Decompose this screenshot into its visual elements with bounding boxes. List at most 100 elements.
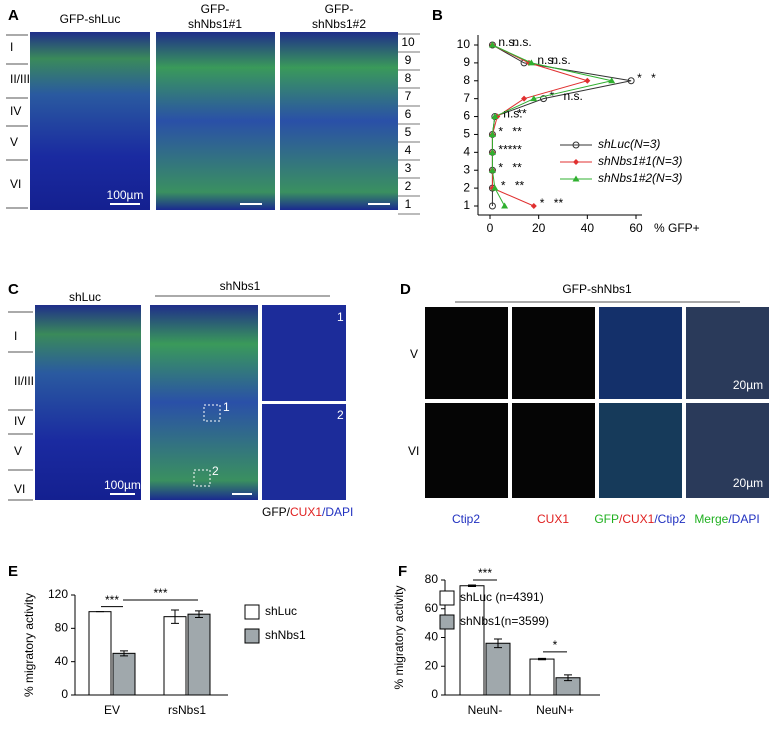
- error-bar: [564, 674, 572, 682]
- legend-label: shLuc: [265, 604, 297, 618]
- significance-label: **: [517, 107, 527, 121]
- panel-label: D: [400, 281, 411, 298]
- row-label: VI: [408, 444, 419, 458]
- x-tick-label: 0: [487, 221, 494, 235]
- scale-bar-label: 20µm: [733, 378, 763, 392]
- significance-label: ***: [105, 593, 119, 607]
- layer-label: V: [10, 135, 18, 149]
- significance-label: *: [498, 125, 503, 139]
- y-tick-label: 8: [463, 73, 470, 87]
- inset-label: 2: [337, 408, 344, 422]
- column-label: GFP/CUX1/Ctip2: [594, 512, 686, 526]
- significance-label: *: [651, 71, 656, 85]
- layer-label: I: [14, 329, 17, 343]
- image-title: shLuc: [69, 290, 101, 304]
- column-label: Ctip2: [452, 512, 480, 526]
- bar: [163, 616, 187, 696]
- significance-label: n.s.: [498, 35, 517, 49]
- y-tick-label: 40: [425, 630, 439, 644]
- image-title: GFP-shLuc: [60, 12, 121, 26]
- x-tick-label: rsNbs1: [168, 703, 206, 717]
- bin-label: 4: [405, 143, 412, 157]
- image-title: shNbs1#2: [312, 17, 366, 31]
- error-bar: [120, 650, 128, 657]
- y-tick-label: 40: [55, 654, 69, 668]
- image: [35, 305, 141, 500]
- significance-label: **: [554, 196, 564, 210]
- marker: [584, 77, 591, 84]
- column-label-part: /DAPI: [728, 512, 759, 526]
- marker: [488, 41, 496, 48]
- panel-a-images: [30, 32, 398, 210]
- layer-label: IV: [14, 414, 25, 428]
- x-tick-label: 60: [629, 221, 643, 235]
- inset-label: 1: [337, 310, 344, 324]
- error-bar: [468, 584, 476, 587]
- panel-title: GFP-shNbs1: [562, 282, 632, 296]
- image-title: shNbs1: [220, 279, 261, 293]
- column-label: CUX1: [537, 512, 569, 526]
- layer-label: II/III: [10, 72, 30, 86]
- y-tick-label: 0: [431, 687, 438, 701]
- significance-label: n.s.: [537, 53, 556, 67]
- marker: [527, 59, 535, 66]
- marker: [491, 184, 499, 191]
- column-label-part: CUX1: [537, 512, 569, 526]
- image-title: GFP-: [325, 2, 354, 16]
- inset-box: [203, 404, 221, 422]
- significance-label: n.s.: [551, 53, 570, 67]
- y-tick-label: 9: [463, 55, 470, 69]
- y-tick-label: 6: [463, 109, 470, 123]
- marker: [488, 148, 496, 155]
- significance-label: *: [637, 71, 642, 85]
- layer-label: V: [14, 444, 22, 458]
- marker: [488, 130, 496, 137]
- inset-box: [193, 469, 211, 487]
- image-title: GFP-: [201, 2, 230, 16]
- significance-label: ***: [478, 566, 492, 580]
- bin-label: 8: [405, 71, 412, 85]
- y-tick-label: 3: [463, 162, 470, 176]
- significance-label: ***: [153, 586, 167, 600]
- bin-label: 1: [405, 197, 412, 211]
- marker: [521, 95, 528, 102]
- legend-label: shNbs1#1(N=3): [598, 154, 682, 168]
- image: [150, 305, 258, 500]
- inset-marker: 1: [223, 400, 230, 414]
- scale-bar-label: 100µm: [107, 188, 144, 202]
- significance-label: **: [512, 160, 522, 174]
- significance-label: **: [512, 125, 522, 139]
- y-tick-label: 20: [425, 658, 439, 672]
- bar: [529, 658, 555, 696]
- y-axis-label: % migratory activity: [22, 593, 36, 697]
- scale-bar-label: 100µm: [104, 478, 141, 492]
- significance-label: **: [515, 178, 525, 192]
- error-bar: [538, 657, 546, 661]
- x-tick-label: 40: [581, 221, 595, 235]
- error-bar: [171, 609, 179, 624]
- legend-label: shLuc (n=4391): [460, 590, 544, 604]
- x-tick-label: NeuN-: [468, 703, 503, 717]
- layer-label: I: [10, 40, 13, 54]
- y-tick-label: 5: [463, 127, 470, 141]
- column-label-part: Merge: [694, 512, 728, 526]
- inset-marker: 2: [212, 464, 219, 478]
- significance-label: *: [498, 160, 503, 174]
- significance-label: **: [512, 143, 522, 157]
- bin-label: 3: [405, 161, 412, 175]
- marker: [488, 202, 496, 210]
- y-tick-label: 2: [463, 180, 470, 194]
- x-tick-label: EV: [104, 703, 120, 717]
- legend-label: shNbs1(n=3599): [460, 614, 549, 628]
- x-tick-label: NeuN+: [536, 703, 574, 717]
- panel-label: C: [8, 281, 19, 298]
- image: [156, 32, 275, 210]
- inset-image: [262, 404, 346, 500]
- legend-label: shNbs1: [265, 628, 306, 642]
- bar: [459, 585, 485, 696]
- panel-label: E: [8, 563, 18, 580]
- stain-part: CUX1: [290, 505, 322, 519]
- significance-label: *: [501, 178, 506, 192]
- inset-image: [262, 305, 346, 401]
